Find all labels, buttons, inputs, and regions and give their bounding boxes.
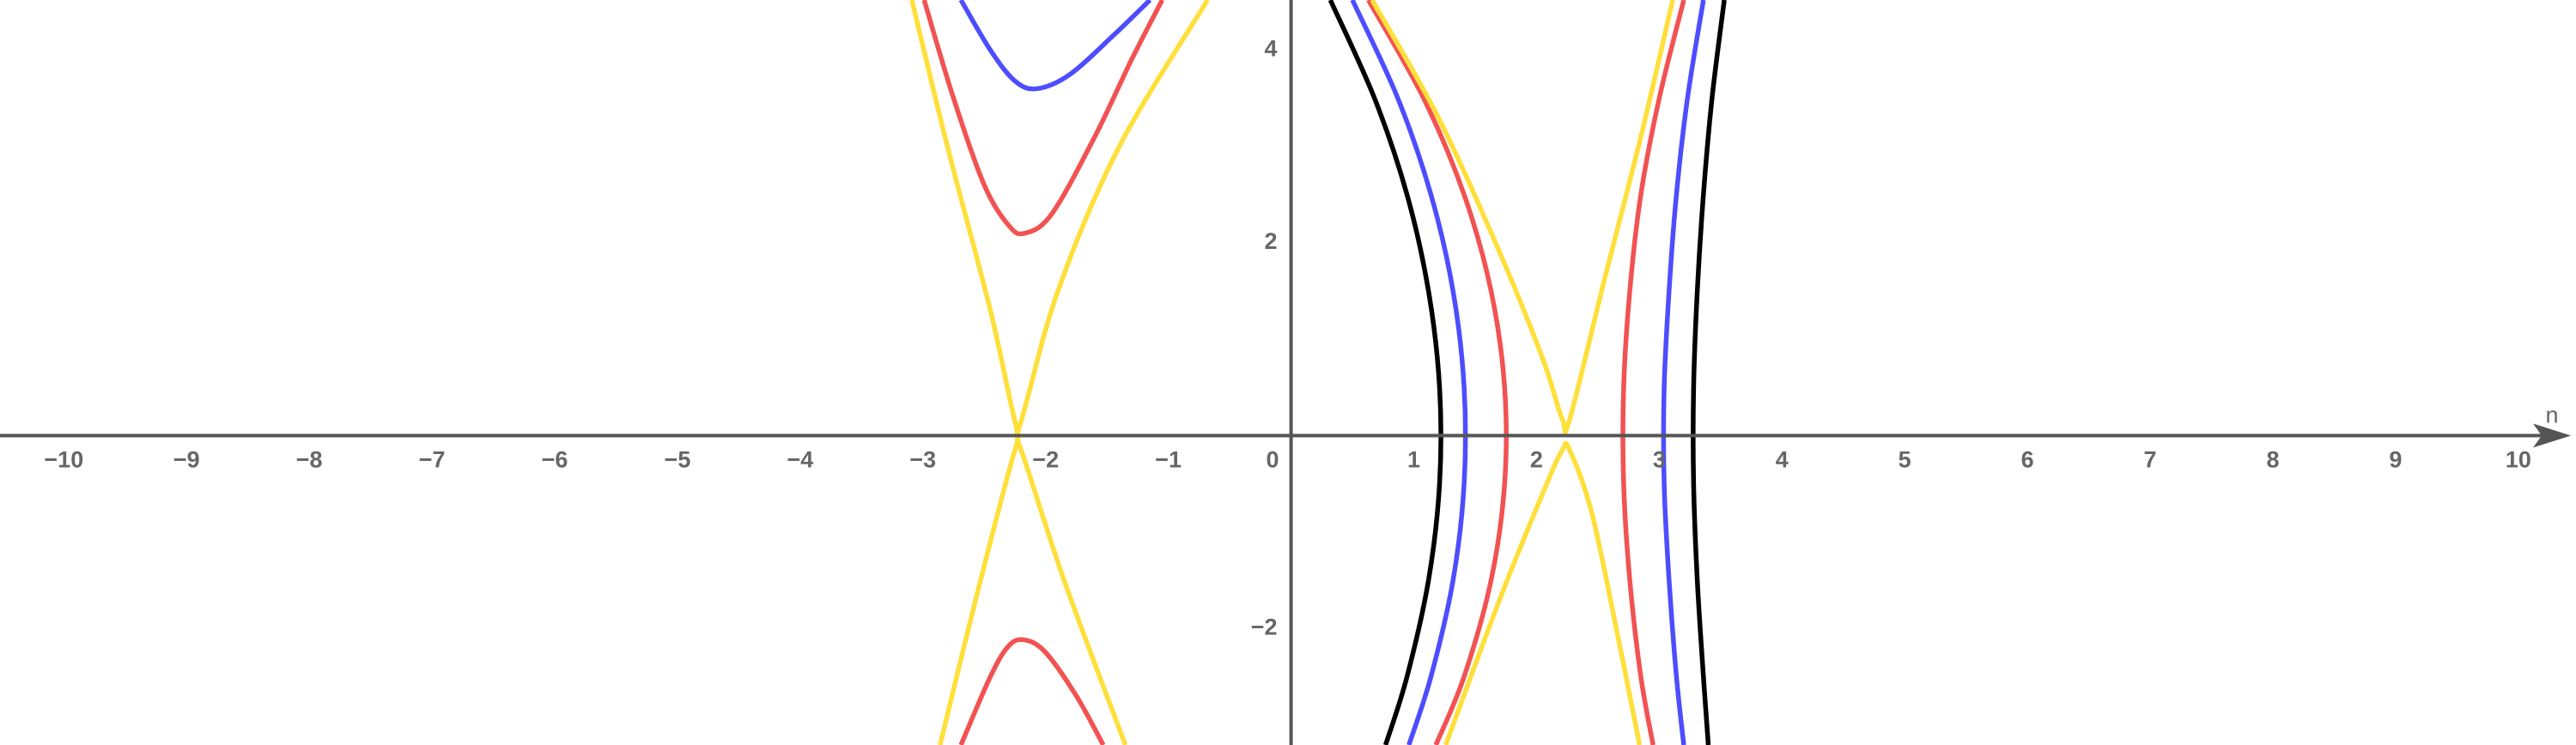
- curve: [1370, 0, 1675, 435]
- x-tick-label: 0: [1267, 447, 1279, 473]
- x-tick-label: 10: [2506, 447, 2531, 473]
- x-tick-label: 5: [1899, 447, 1911, 473]
- x-tick-label: 3: [1653, 447, 1666, 473]
- x-tick-label: −10: [44, 447, 83, 473]
- x-tick-label: −2: [1032, 447, 1059, 473]
- x-tick-label: 7: [2144, 447, 2157, 473]
- x-tick-label: −5: [665, 447, 691, 473]
- x-tick-label: 8: [2266, 447, 2279, 473]
- x-tick-label: −1: [1155, 447, 1182, 473]
- curve: [909, 0, 1210, 439]
- x-tick-label: −7: [419, 447, 446, 473]
- curve: [958, 0, 1152, 92]
- curve: [921, 0, 1164, 237]
- x-tick-label: 2: [1530, 447, 1543, 473]
- curve: [958, 637, 1106, 745]
- x-tick-label: 4: [1776, 447, 1789, 473]
- curve: [1327, 0, 1443, 745]
- x-tick-label: −9: [173, 447, 200, 473]
- curve: [1366, 0, 1509, 745]
- x-tick-label: −6: [542, 447, 568, 473]
- x-tick-label: 9: [2389, 447, 2402, 473]
- x-tick-label: 1: [1407, 447, 1420, 473]
- curve: [938, 431, 1128, 745]
- x-tick-label: 6: [2021, 447, 2034, 473]
- y-tick-label: −2: [1251, 614, 1278, 639]
- x-tick-label: −8: [296, 447, 323, 473]
- curves: [909, 0, 1727, 745]
- x-axis-label: n: [2545, 403, 2558, 428]
- curve: [1661, 0, 1706, 745]
- x-axis-arrow: [2533, 423, 2571, 448]
- x-tick-label: −4: [787, 447, 813, 473]
- curve: [1691, 0, 1727, 745]
- y-tick-label: 2: [1265, 228, 1278, 254]
- curve: [1443, 440, 1643, 745]
- x-tick-label: −3: [909, 447, 936, 473]
- curve: [1620, 0, 1686, 745]
- curve: [1350, 0, 1468, 745]
- y-tick-label: 4: [1265, 36, 1278, 62]
